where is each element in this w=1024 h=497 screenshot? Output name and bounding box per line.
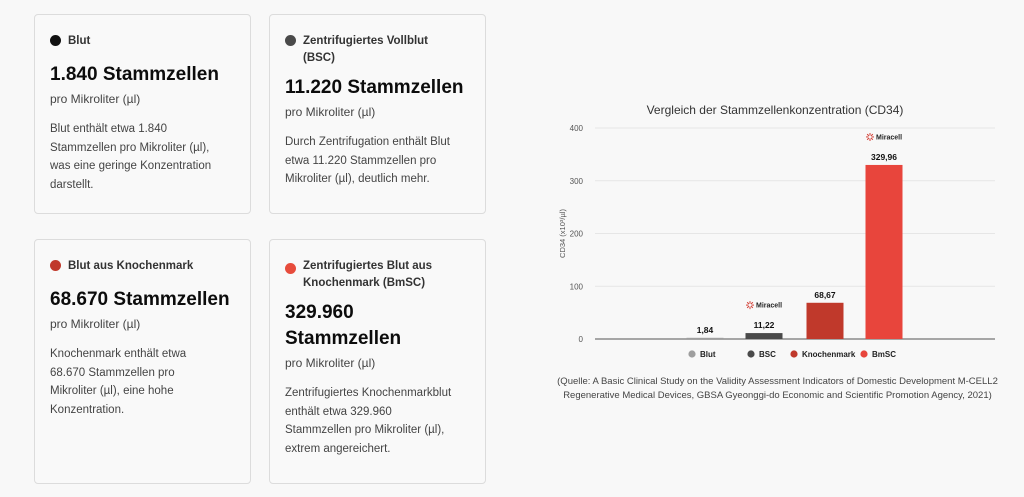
card-description: Knochenmark enthält etwa 68.670 Stammzel… xyxy=(50,345,235,419)
blut-dot xyxy=(50,35,61,46)
card-title: Blut xyxy=(68,35,91,47)
card-value: 329.960 Stammzellen xyxy=(285,300,470,352)
miracell-logo-icon xyxy=(746,301,754,310)
data-label: 329,96 xyxy=(871,152,897,162)
card-description: Durch Zentrifugation enthält Blut etwa 1… xyxy=(285,133,470,189)
source-note: (Quelle: A Basic Clinical Study on the V… xyxy=(555,375,1000,403)
card-value: 11.220 Stammzellen xyxy=(285,77,464,98)
desc-line: was eine geringe Konzentration xyxy=(50,160,212,172)
y-tick-label: 400 xyxy=(570,124,584,133)
bmsc-dot xyxy=(285,263,296,274)
card-title-line: Knochenmark (BmSC) xyxy=(303,277,426,289)
legend-marker xyxy=(688,350,696,358)
card-blut: Blut 1.840 Stammzellen pro Mikroliter (µ… xyxy=(34,14,251,214)
bar-blut xyxy=(686,337,724,339)
brand-label: Miracell xyxy=(876,134,902,141)
legend-marker xyxy=(790,350,798,358)
legend-label: BSC xyxy=(759,350,776,359)
card-title-line: Zentrifugiertes Blut aus xyxy=(303,260,433,272)
card-value: 68.670 Stammzellen xyxy=(50,289,230,310)
knochenmark-dot xyxy=(50,260,61,271)
desc-line: enthält etwa 329.960 xyxy=(285,405,392,418)
card-description: Blut enthält etwa 1.840 Stammzellen pro … xyxy=(50,120,235,194)
brand-label: Miracell xyxy=(756,303,782,310)
desc-line: Durch Zentrifugation enthält Blut xyxy=(285,136,450,148)
chart-title: Vergleich der Stammzellenkonzentration (… xyxy=(646,103,904,117)
card-value-line: 329.960 xyxy=(285,302,354,323)
y-tick-label: 300 xyxy=(570,177,584,186)
card-unit: pro Mikroliter (µl) xyxy=(285,105,376,119)
desc-line: Knochenmark enthält etwa xyxy=(50,348,187,360)
miracell-logo-icon xyxy=(866,132,874,141)
source-note-line: Regenerative Medical Devices, GBSA Gyeon… xyxy=(563,390,992,401)
data-label: 1,84 xyxy=(697,325,714,335)
source-note-line: (Quelle: A Basic Clinical Study on the V… xyxy=(557,376,998,387)
desc-line: Stammzellen pro Mikroliter (µl), xyxy=(285,424,445,436)
bar-bsc xyxy=(745,333,783,339)
desc-line: extrem angereichert. xyxy=(285,442,391,455)
legend-label: Blut xyxy=(700,350,716,359)
card-knochenmark: Blut aus Knochenmark 68.670 Stammzellen … xyxy=(34,239,251,484)
card-title-line: Zentrifugiertes Vollblut xyxy=(303,35,429,47)
desc-line: Zentrifugiertes Knochenmarkblut xyxy=(285,387,452,399)
desc-line: etwa 11.220 Stammzellen pro xyxy=(285,154,437,167)
desc-line: Stammzellen pro Mikroliter (µl), xyxy=(50,141,210,154)
desc-line: darstellt. xyxy=(50,178,94,191)
legend-marker xyxy=(747,350,755,358)
desc-line: 68.670 Stammzellen pro xyxy=(50,366,175,379)
y-axis-label: CD34 (x10³/µl) xyxy=(558,209,567,258)
bar-bmsc xyxy=(865,164,903,339)
card-unit: pro Mikroliter (µl) xyxy=(50,92,141,106)
card-title: Blut aus Knochenmark xyxy=(68,260,194,272)
legend-marker xyxy=(860,350,868,358)
y-tick-label: 0 xyxy=(579,335,584,344)
card-value-line: Stammzellen xyxy=(285,328,402,349)
card-value: 1.840 Stammzellen xyxy=(50,64,219,85)
bar-knochenmark xyxy=(806,302,844,339)
bar-chart: CD34 (x10³/µl) 0 100 200 300 400 1,84 11,22 Mira… xyxy=(558,124,995,359)
desc-line: Konzentration. xyxy=(50,403,125,416)
card-unit: pro Mikroliter (µl) xyxy=(50,317,141,331)
chart-panel: CD34 (x10³/µl) 0 100 200 300 400 1,84 11,22 Mira… xyxy=(555,95,1005,415)
card-bmsc: Zentrifugiertes Blut aus Knochenmark (Bm… xyxy=(269,239,486,484)
legend-label: BmSC xyxy=(872,350,896,359)
card-title-line: (BSC) xyxy=(303,52,335,64)
y-tick-label: 200 xyxy=(570,230,584,239)
desc-line: Mikroliter (µl), eine hohe xyxy=(50,385,174,397)
desc-line: Mikroliter (µl), deutlich mehr. xyxy=(285,173,430,185)
card-title: Zentrifugiertes Vollblut (BSC) xyxy=(303,33,428,67)
legend-label: Knochenmark xyxy=(802,350,856,359)
card-bsc: Zentrifugiertes Vollblut (BSC) 11.220 St… xyxy=(269,14,486,214)
desc-line: Blut enthält etwa 1.840 xyxy=(50,123,167,135)
bsc-dot xyxy=(285,35,296,46)
data-label: 68,67 xyxy=(814,290,836,300)
card-unit: pro Mikroliter (µl) xyxy=(285,356,376,370)
data-label: 11,22 xyxy=(754,320,775,330)
card-description: Zentrifugiertes Knochenmarkblut enthält … xyxy=(285,384,470,458)
card-title: Zentrifugiertes Blut aus Knochenmark (Bm… xyxy=(303,258,432,292)
y-tick-label: 100 xyxy=(570,282,584,291)
